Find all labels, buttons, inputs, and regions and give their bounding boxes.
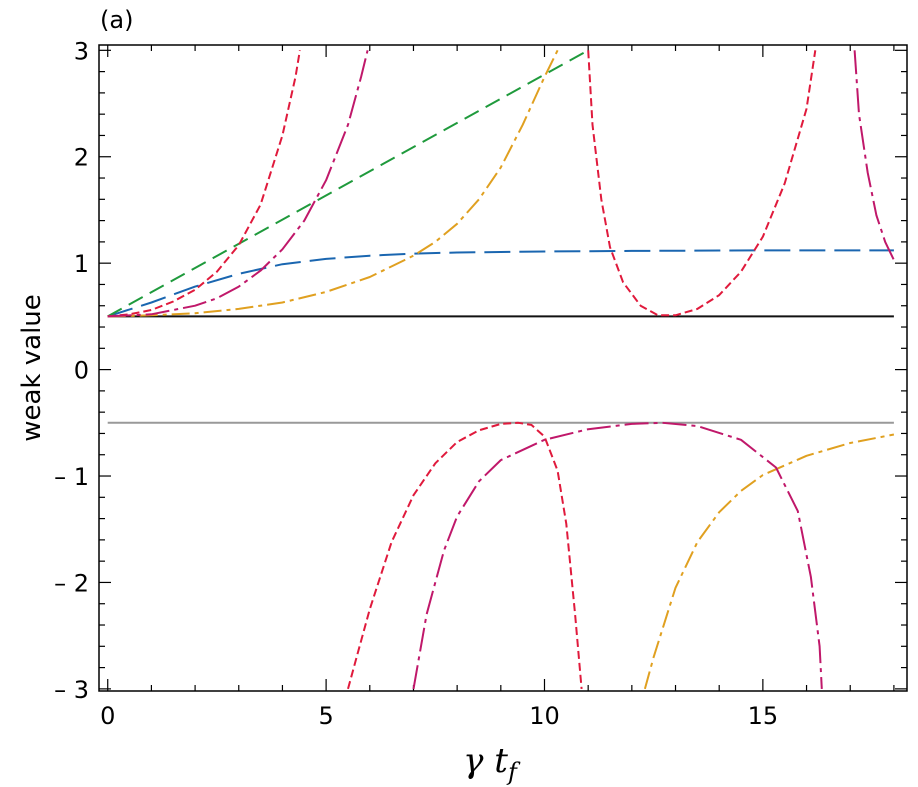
x-axis-label-main: γ t [463,741,508,781]
y-tick-label: – 1 [54,463,89,491]
x-tick-label: 15 [748,702,779,730]
y-tick-label: – 3 [54,676,89,704]
y-axis-label: weak value [17,294,47,442]
x-tick-label: 10 [529,702,560,730]
series-line-4 [107,49,589,318]
series-line-6 [643,433,895,690]
x-axis-label: γ tf [463,741,521,786]
series-line-11 [412,421,823,690]
plot-frame [98,44,908,692]
series-line-3 [107,249,894,318]
series-line-7 [107,50,301,318]
y-tick-label: 0 [74,357,89,385]
series-line-8 [347,421,583,690]
panel-label: (a) [100,6,133,34]
x-tick-label: 0 [100,702,115,730]
series-line-10 [107,50,369,318]
x-tick-labels: 0 5 10 15 [100,702,778,730]
x-axis-label-subscript: f [506,758,521,786]
x-tick-label: 5 [318,702,333,730]
series-line-9 [587,50,817,317]
series-lines [107,49,895,690]
axis-ticks [99,45,907,691]
y-tick-label: 1 [74,250,89,278]
y-tick-label: – 2 [54,569,89,597]
y-tick-label: 2 [74,144,89,172]
y-tick-label: 3 [74,37,89,65]
series-line-5 [107,49,559,318]
series-line-12 [853,50,895,261]
y-tick-labels: 3 2 1 0 – 1 – 2 – 3 [54,37,89,704]
